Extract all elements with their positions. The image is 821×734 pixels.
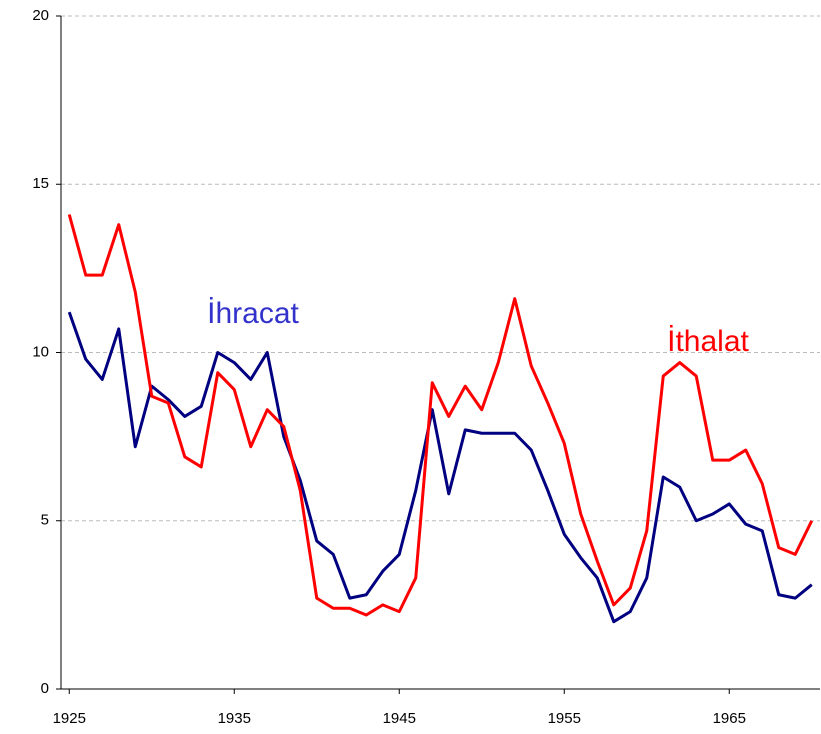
x-tick-label: 1925 <box>53 710 86 727</box>
x-tick-label: 1935 <box>218 710 251 727</box>
y-tick-label: 5 <box>41 512 49 529</box>
y-tick-label: 20 <box>32 7 49 24</box>
series-label: İthalat <box>667 325 749 358</box>
x-tick-label: 1965 <box>713 710 746 727</box>
series-line <box>67 214 814 617</box>
y-tick-label: 10 <box>32 343 49 360</box>
series-line <box>67 311 813 624</box>
y-tick-label: 15 <box>32 175 49 192</box>
y-tick-label: 0 <box>41 680 49 697</box>
x-tick-label: 1955 <box>548 710 581 727</box>
series-label: İhracat <box>207 297 299 330</box>
x-tick-label: 1945 <box>383 710 416 727</box>
